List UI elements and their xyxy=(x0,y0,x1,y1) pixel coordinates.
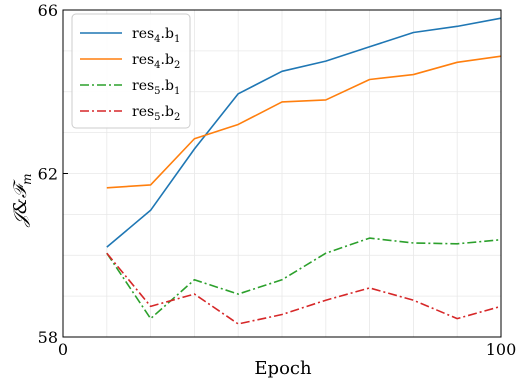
axis-ticks: 0 100 58 62 66 xyxy=(38,1,517,359)
legend-label: res4.b2 xyxy=(132,52,180,71)
legend: res4.b1 res4.b2 res5.b1 res5.b2 xyxy=(71,13,191,129)
series-line-res5.b2 xyxy=(106,252,502,325)
series-lines xyxy=(106,17,502,325)
series-line-res5.b1 xyxy=(106,237,502,320)
grid xyxy=(63,10,501,337)
y-tick-label: 62 xyxy=(38,165,58,184)
x-axis-label: Epoch xyxy=(254,358,312,379)
legend-label: res4.b1 xyxy=(132,26,180,45)
series-line-res4.b1 xyxy=(106,17,502,248)
y-axis-label: 𝒥&ℱm xyxy=(10,173,34,227)
x-tick-label: 0 xyxy=(58,340,68,359)
legend-box xyxy=(71,13,191,129)
y-tick-label: 66 xyxy=(38,1,58,20)
svg-text:𝒥&ℱm: 𝒥&ℱm xyxy=(10,173,34,227)
series-line-res4.b2 xyxy=(106,55,502,189)
x-tick-label: 100 xyxy=(486,340,517,359)
legend-label: res5.b2 xyxy=(132,104,180,123)
legend-label: res5.b1 xyxy=(132,78,180,97)
y-tick-label: 58 xyxy=(38,328,58,347)
